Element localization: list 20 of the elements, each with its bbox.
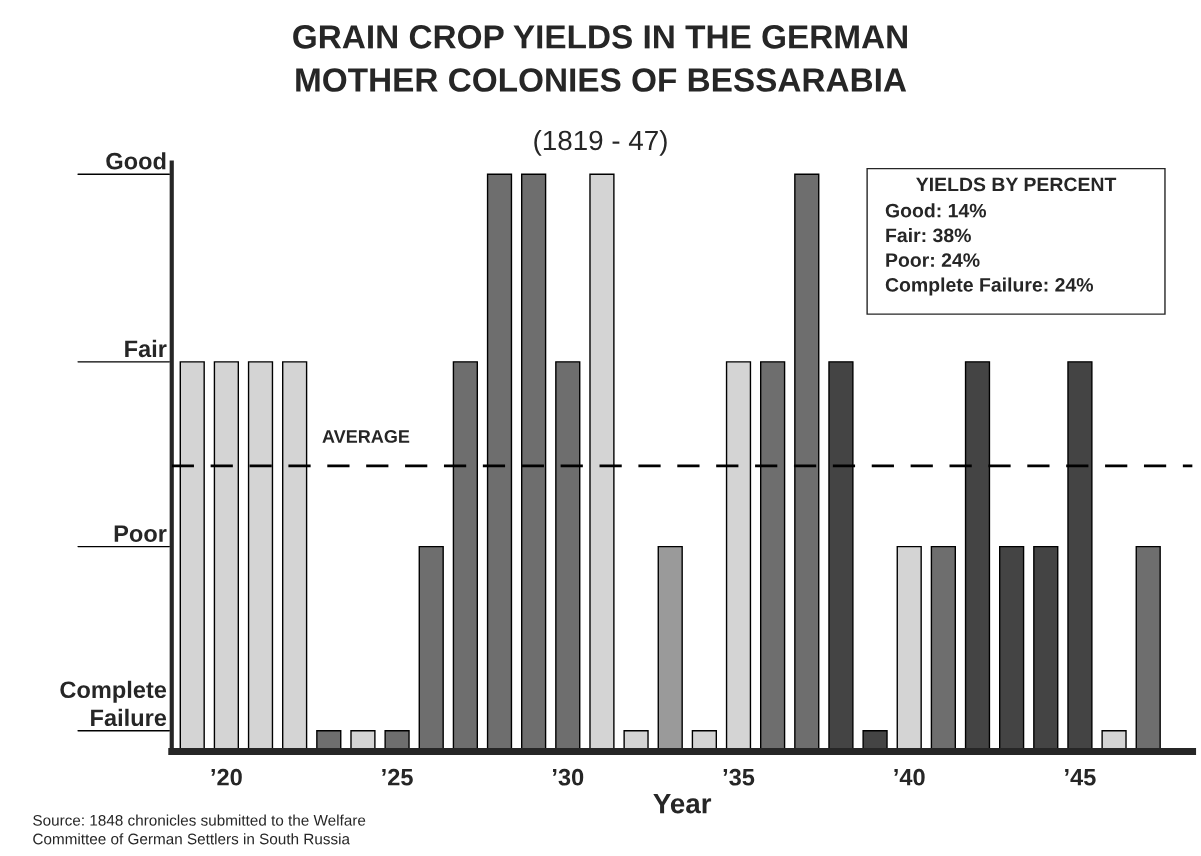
- x-tick-label: ’45: [1065, 769, 1096, 786]
- chart-subtitle: (1819 - 47): [534, 129, 667, 156]
- x-tick-label: ’35: [723, 768, 755, 786]
- x-tick-label: ’20: [211, 768, 242, 786]
- text: Poor: [114, 525, 167, 542]
- x-tick-label: ’30: [552, 768, 584, 786]
- annotation: YIELDS BY PERCENT: [916, 177, 1117, 192]
- text: Fair: [125, 339, 167, 358]
- annotation: Complete Failure: 24%: [885, 277, 1094, 296]
- ref-line-label: AVERAGE: [322, 430, 410, 443]
- annotation: Good: 14%: [885, 203, 987, 218]
- source-note: Source: 1848 chronicles submitted to the Welfare Committee of German Settlers in South Russia: [33, 814, 366, 845]
- text: Good: [106, 152, 166, 170]
- chart-title: GRAIN CROP YIELDS IN THE GERMAN MOTHER COLONIES OF BESSARABIA: [293, 25, 907, 92]
- annotation: Fair: 38%: [886, 227, 971, 243]
- text: Complete Failure: [60, 680, 167, 727]
- annotation: Poor: 24%: [886, 253, 980, 267]
- x-tick-label: ’40: [894, 768, 925, 786]
- x-axis-title: Year: [653, 794, 712, 814]
- x-tick-label: ’25: [382, 768, 413, 786]
